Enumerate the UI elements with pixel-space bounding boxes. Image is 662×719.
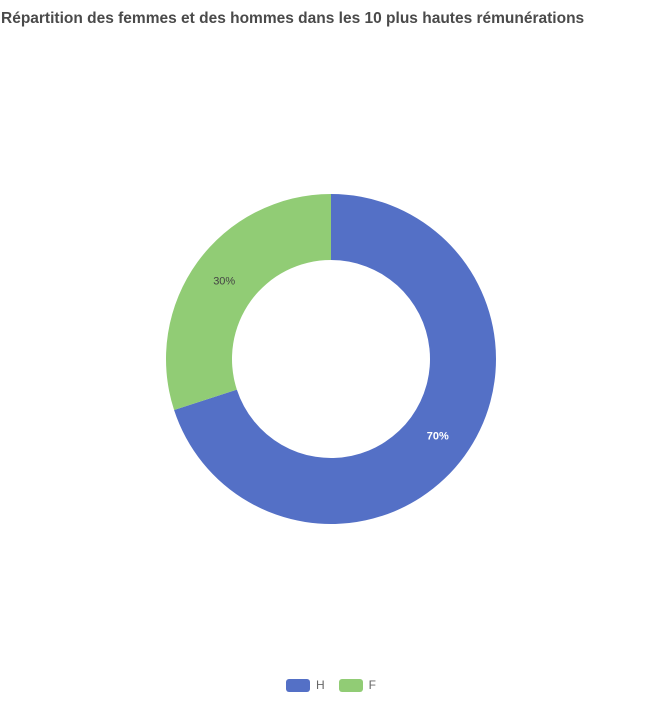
legend-item-f[interactable]: F — [338, 678, 376, 692]
data-label-h: 70% — [427, 430, 449, 442]
legend-item-h[interactable]: H — [285, 678, 325, 692]
slice-f[interactable] — [166, 194, 331, 410]
legend-label-h: H — [315, 678, 325, 692]
legend-swatch-h — [285, 678, 310, 692]
data-label-f: 30% — [213, 275, 235, 287]
chart-title: Répartition des femmes et des hommes dan… — [1, 10, 585, 27]
legend-label-f: F — [368, 678, 376, 692]
chart-legend: H F — [0, 678, 662, 692]
slice-h[interactable] — [174, 194, 496, 524]
legend-swatch-f — [338, 678, 363, 692]
